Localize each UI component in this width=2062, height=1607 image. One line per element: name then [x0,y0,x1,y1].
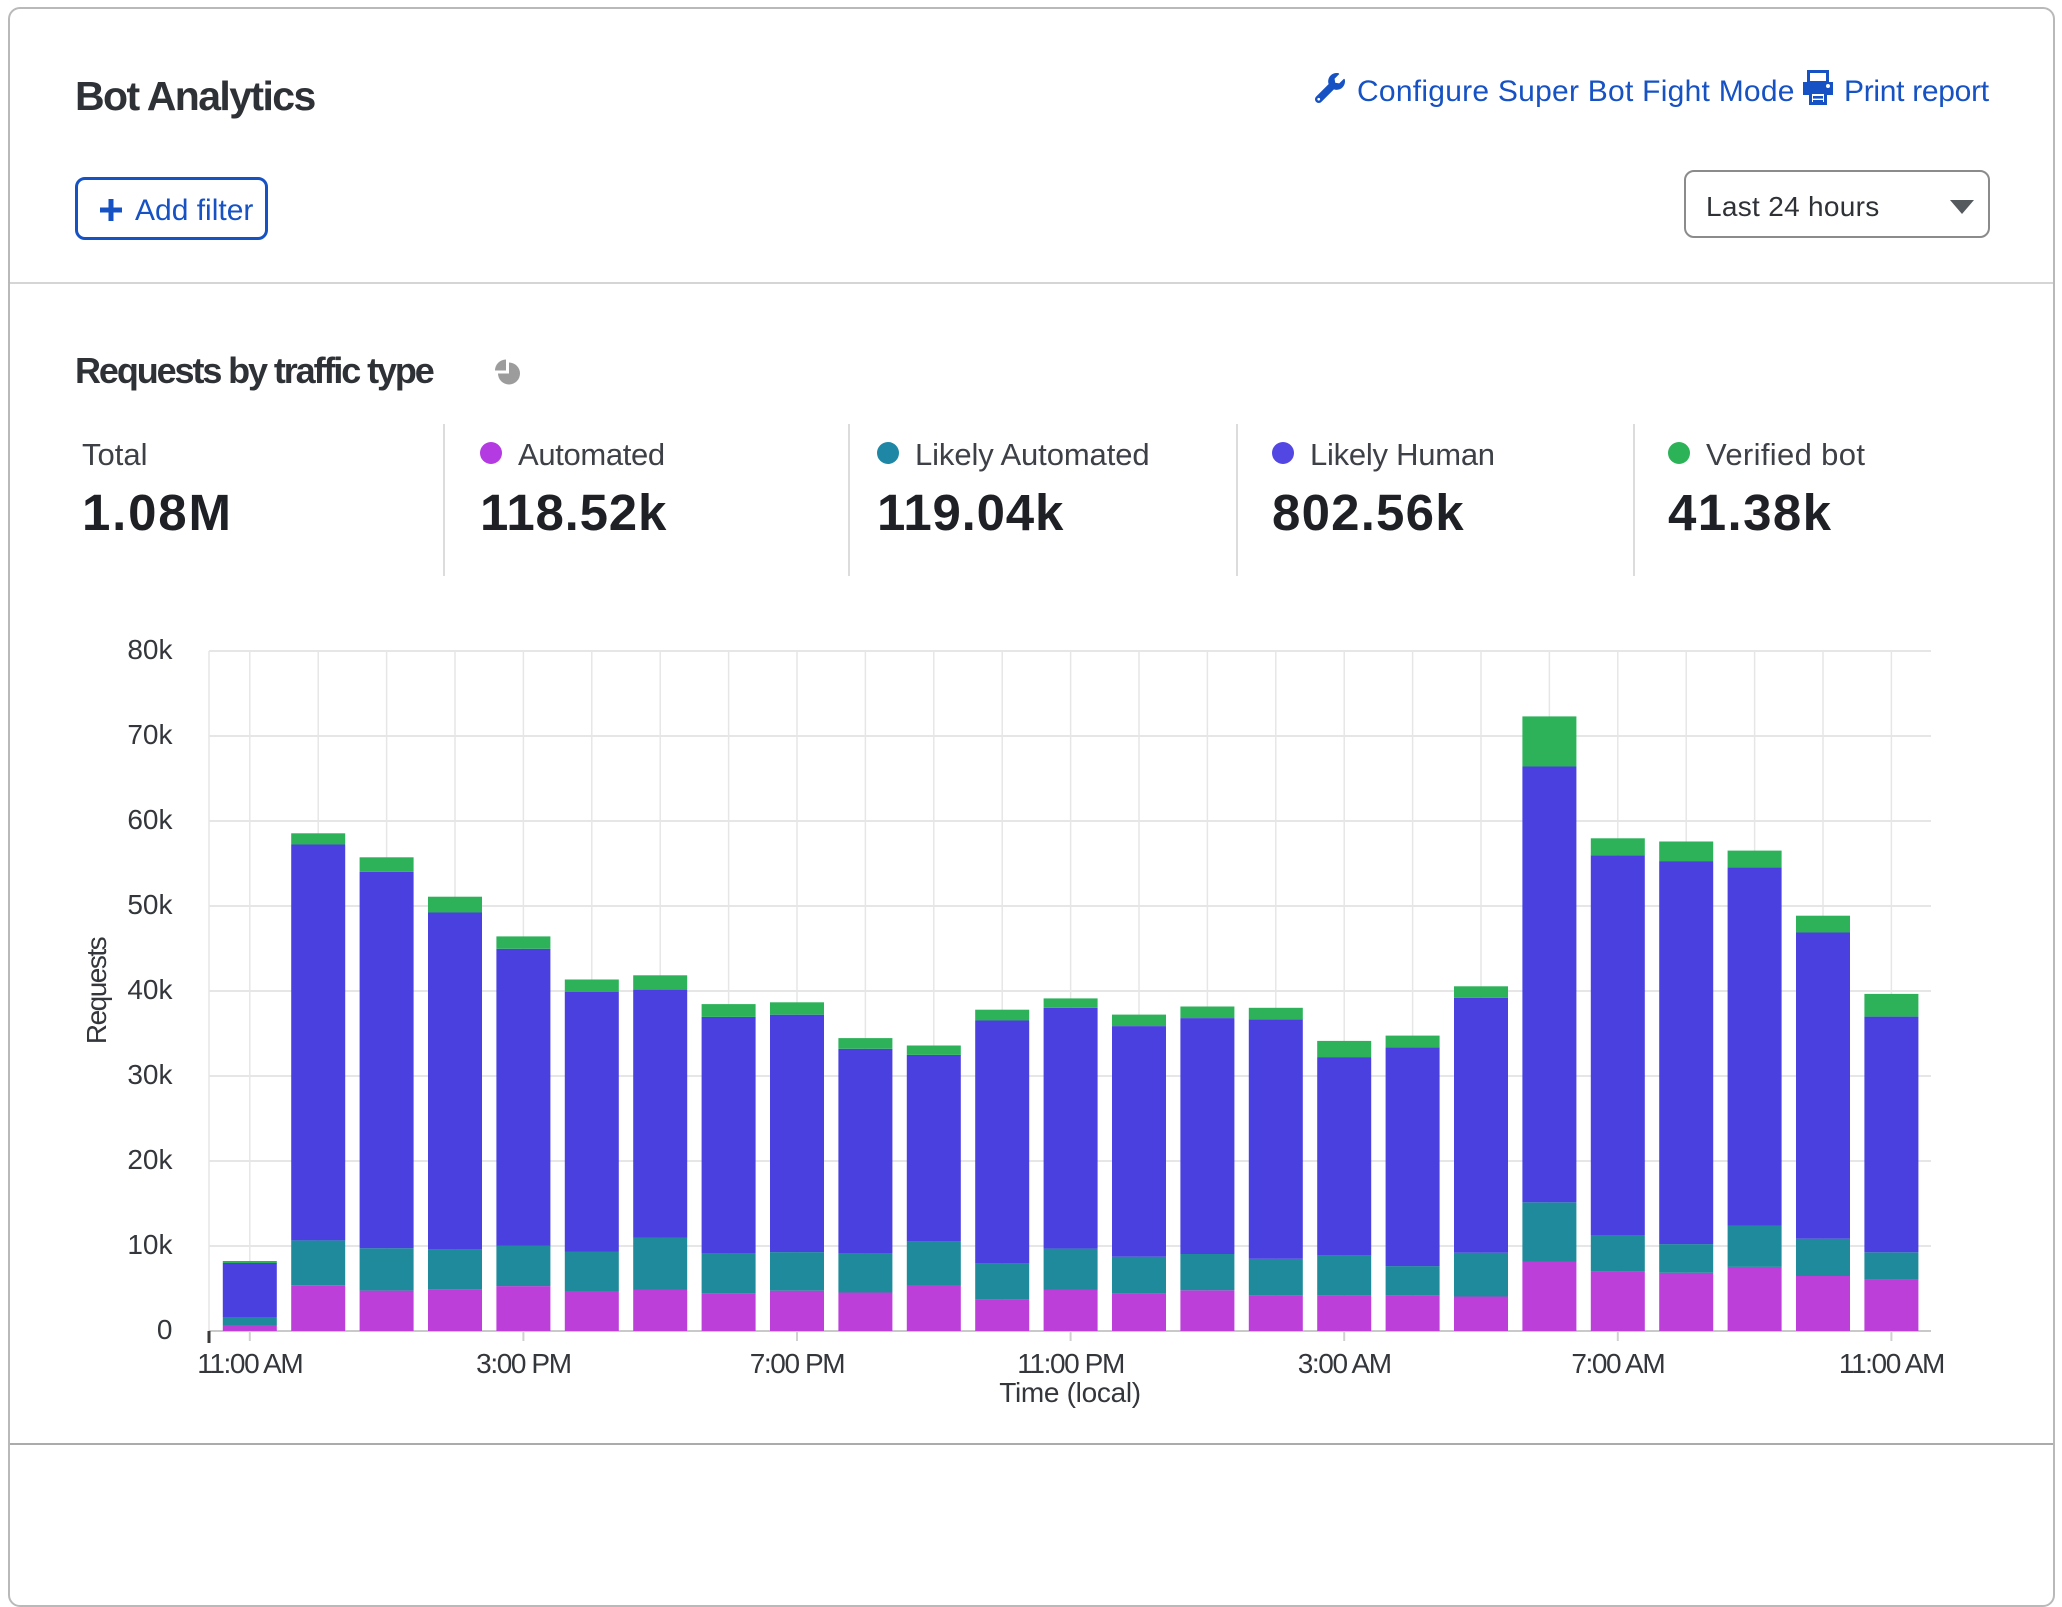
svg-text:3:00 PM: 3:00 PM [476,1348,571,1379]
svg-text:11:00 AM: 11:00 AM [1839,1348,1944,1379]
svg-text:20k: 20k [127,1144,173,1175]
svg-text:0: 0 [157,1314,173,1345]
svg-text:30k: 30k [127,1059,173,1090]
svg-text:40k: 40k [127,974,173,1005]
svg-text:7:00 PM: 7:00 PM [750,1348,845,1379]
svg-text:60k: 60k [127,804,173,835]
svg-text:7:00 AM: 7:00 AM [1571,1348,1664,1379]
svg-text:70k: 70k [127,719,173,750]
svg-text:Requests: Requests [81,937,112,1044]
svg-text:11:00 PM: 11:00 PM [1017,1348,1124,1379]
svg-text:50k: 50k [127,889,173,920]
svg-text:Time (local): Time (local) [999,1377,1141,1408]
svg-text:10k: 10k [127,1229,173,1260]
svg-text:80k: 80k [127,634,173,665]
svg-text:3:00 AM: 3:00 AM [1298,1348,1391,1379]
svg-text:11:00 AM: 11:00 AM [197,1348,302,1379]
